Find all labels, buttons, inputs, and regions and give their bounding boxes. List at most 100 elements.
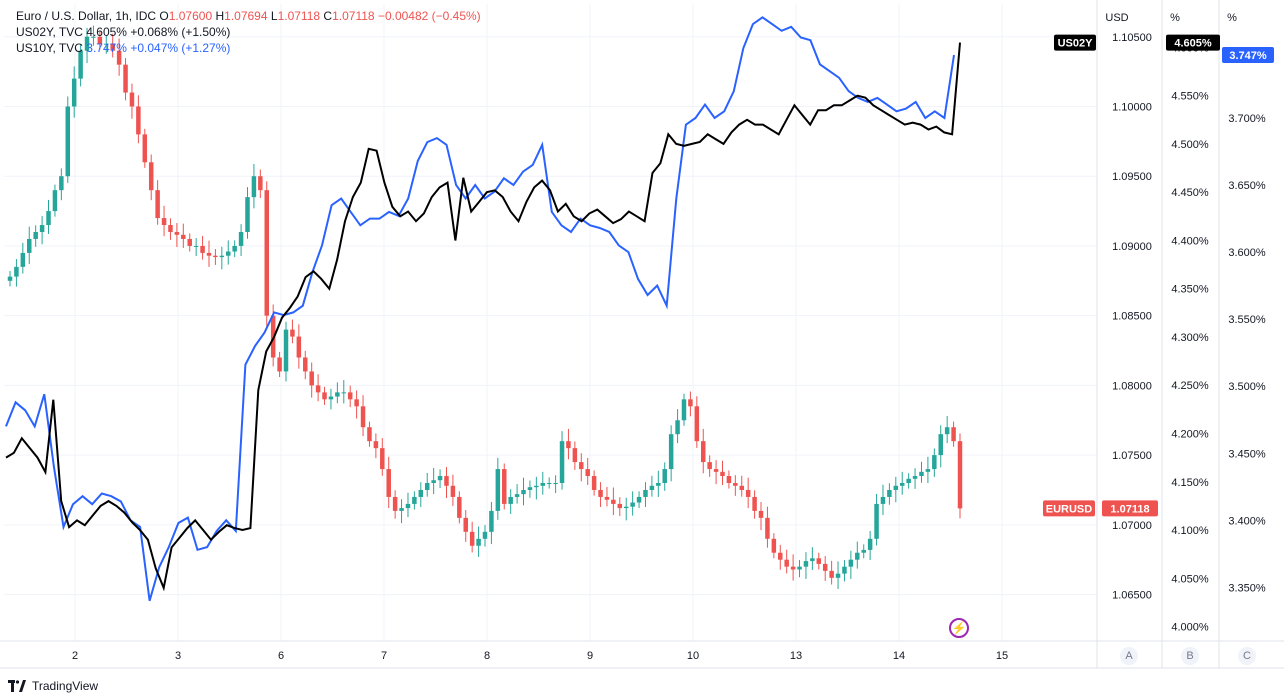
legend-c-value: 1.07118 (332, 9, 375, 23)
eurusd-candle-body (296, 336, 302, 358)
eurusd-candle-body (264, 190, 270, 316)
x-tick-label: 7 (381, 650, 387, 662)
eurusd-candle-body (309, 371, 314, 386)
eurusd-candle-body (675, 420, 680, 435)
eurusd-candle-body (225, 251, 231, 256)
eurusd-candle-body (59, 176, 64, 191)
legend-o-value: 1.07600 (168, 9, 213, 23)
legend-row-us10y[interactable]: US10Y, TVC 3.747% +0.047% (+1.27%) (16, 40, 481, 56)
eurusd-candle-body (745, 489, 751, 497)
eurusd-candle-body (238, 231, 244, 246)
tradingview-brand: TradingView (32, 679, 99, 693)
eurusd-candle-body (932, 455, 937, 470)
eurusd-candle-body (123, 64, 128, 93)
eurusd-candle-body (912, 476, 918, 479)
c-axis-tick-label: 3.400% (1228, 515, 1266, 527)
x-tick-label: 13 (790, 650, 802, 662)
us02y-line (5, 42, 961, 592)
eurusd-candle-body (104, 43, 109, 45)
eurusd-candle-body (270, 315, 276, 358)
scale-c-button[interactable]: C (1238, 647, 1256, 665)
eurusd-last-price-bg (1102, 500, 1158, 517)
c-axis-tick-label: 3.700% (1228, 113, 1266, 125)
us10y-line (5, 16, 955, 602)
c-axis-title: % (1227, 12, 1237, 24)
eurusd-candle-body (386, 469, 391, 497)
eurusd-candle-body (399, 508, 404, 511)
eurusd-candle-body (347, 392, 353, 400)
us10y-last-price-bg (1222, 46, 1274, 63)
legend-us10y-value: 3.747% (86, 41, 127, 55)
eurusd-candle-body (662, 469, 667, 484)
legend-row-us02y[interactable]: US02Y, TVC 4.605% +0.068% (+1.50%) (16, 24, 481, 40)
eurusd-candle-body (232, 245, 237, 252)
footer: TradingView (8, 674, 98, 698)
eurusd-candle-body (861, 549, 866, 553)
eurusd-candle-body (906, 478, 911, 484)
eurusd-candle-body (437, 476, 443, 481)
usd-tick-label: 1.10000 (1112, 101, 1152, 113)
c-axis-tick-label: 3.350% (1228, 582, 1266, 594)
b-axis-tick-label: 4.550% (1171, 91, 1209, 103)
scale-b-button[interactable]: B (1181, 647, 1199, 665)
eurusd-candle-body (636, 496, 642, 503)
eurusd-candle-body (110, 43, 115, 51)
legend-us02y-label: US02Y, TVC (16, 25, 83, 39)
eurusd-candle-body (142, 134, 148, 163)
legend-c-label: C (323, 9, 333, 23)
us02y-last-price: 4.605% (1174, 38, 1212, 50)
eurusd-candle-body (585, 469, 590, 477)
legend-row-eurusd[interactable]: Euro / U.S. Dollar, 1h, IDC O1.07600 H1.… (16, 8, 481, 24)
legend-us10y-change: +0.047% (+1.27%) (130, 41, 231, 55)
scale-a-button[interactable]: A (1120, 647, 1138, 665)
eurusd-candle-body (713, 469, 719, 472)
eurusd-candle-body (540, 483, 546, 486)
eurusd-candle-body (572, 448, 578, 463)
usd-tick-label: 1.08500 (1112, 311, 1152, 323)
b-axis-tick-label: 4.350% (1171, 284, 1209, 296)
x-tick-label: 6 (278, 650, 284, 662)
eurusd-last-price: 1.07118 (1110, 503, 1149, 515)
eurusd-candle-body (919, 471, 924, 477)
eurusd-candle-body (405, 503, 411, 509)
eurusd-candle-body (360, 406, 366, 428)
usd-tick-label: 1.10500 (1112, 32, 1152, 44)
eurusd-candle-body (283, 329, 289, 372)
eurusd-candle-body (258, 176, 263, 191)
eurusd-candle-body (579, 462, 584, 470)
eurusd-candle-body (206, 252, 212, 256)
eurusd-candle-body (726, 476, 732, 484)
eurusd-candle-body (784, 559, 789, 567)
x-tick-label: 8 (484, 650, 490, 662)
eurusd-candle-body (168, 225, 173, 232)
eurusd-candle-body (424, 483, 430, 490)
eurusd-candle-body (668, 434, 674, 470)
c-axis-tick-label: 3.650% (1228, 180, 1266, 192)
eurusd-candle-body (591, 476, 597, 490)
eurusd-candle-body (469, 531, 475, 546)
usd-tick-label: 1.06500 (1112, 590, 1152, 602)
eurusd-candle-body (598, 489, 603, 497)
eurusd-candle-body (444, 476, 449, 486)
legend-l-value: 1.07118 (277, 9, 321, 23)
eurusd-candle-body (822, 563, 828, 571)
eurusd-candle-body (328, 396, 334, 400)
eurusd-candle-body (810, 558, 815, 562)
eurusd-candle-body (700, 441, 706, 463)
usd-tick-label: 1.07000 (1112, 520, 1152, 532)
eurusd-candle-body (495, 469, 501, 511)
eurusd-candle-body (155, 190, 160, 219)
eurusd-candle-body (604, 496, 610, 500)
x-tick-label: 14 (893, 650, 905, 662)
lightning-icon[interactable]: ⚡ (949, 618, 969, 638)
eurusd-candle-body (303, 357, 308, 372)
eurusd-candle-body (27, 238, 32, 253)
us10y-last-price: 3.747% (1229, 50, 1267, 62)
eurusd-candle-body (643, 489, 648, 497)
eurusd-candle-body (649, 485, 655, 490)
eurusd-candle-body (752, 496, 757, 511)
eurusd-candle-body (944, 427, 950, 435)
eurusd-candle-body (335, 392, 340, 397)
eurusd-candle-body (367, 427, 372, 442)
